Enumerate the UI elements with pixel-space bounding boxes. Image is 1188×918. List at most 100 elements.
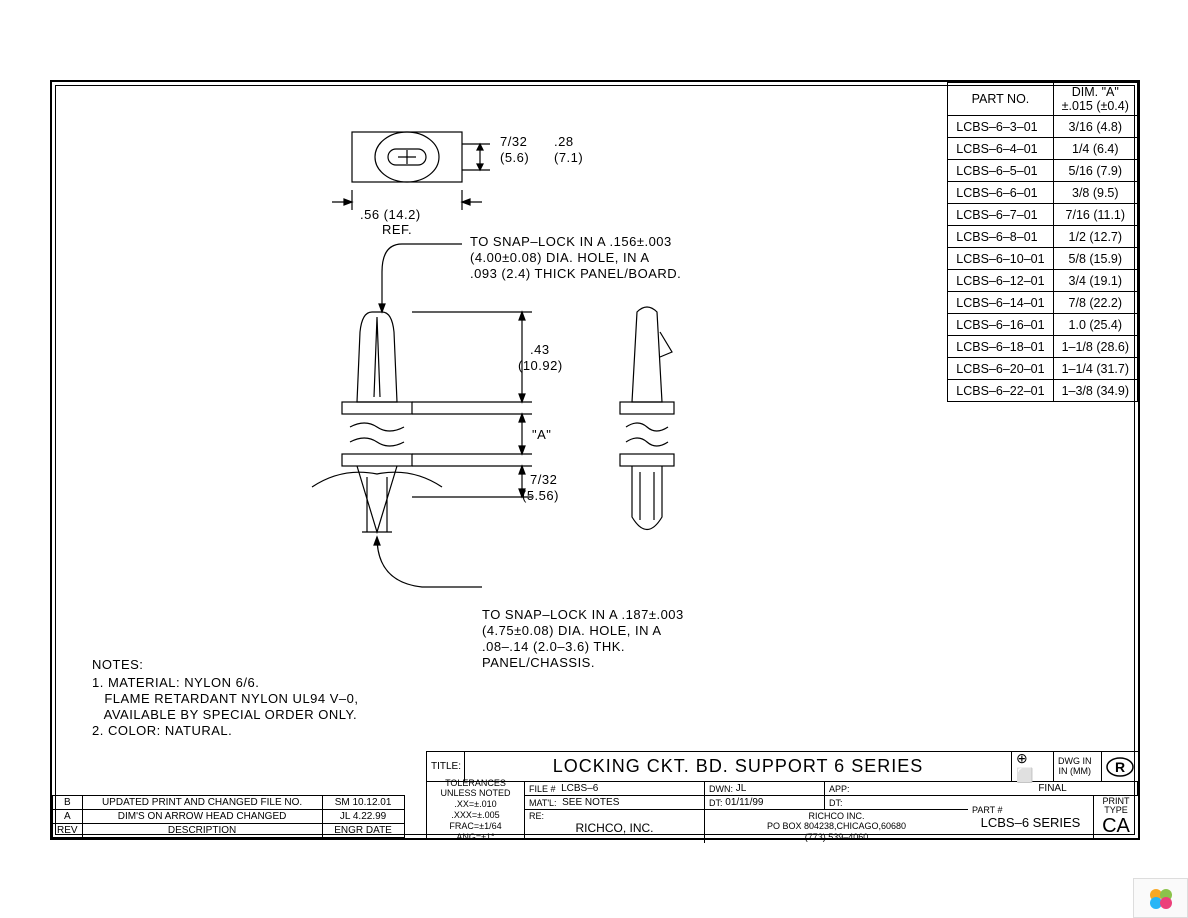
rev-cell: B: [53, 796, 83, 810]
notes-2: 2. COLOR: NATURAL.: [92, 723, 232, 738]
pt-dima: 1/4 (6.4): [1053, 138, 1137, 160]
rev-cell: SM 10.12.01: [322, 796, 404, 810]
table-row: LCBS–6–22–011–3/8 (34.9): [948, 380, 1138, 402]
matl-val: SEE NOTES: [562, 797, 619, 808]
pt-partno: LCBS–6–4–01: [948, 138, 1053, 160]
pt-partno: LCBS–6–14–01: [948, 292, 1053, 314]
table-row: LCBS–6–12–013/4 (19.1): [948, 270, 1138, 292]
pt-partno: LCBS–6–22–01: [948, 380, 1053, 402]
dim-556: (5.56): [522, 488, 559, 503]
table-row: LCBS–6–3–013/16 (4.8): [948, 116, 1138, 138]
pt-dima: 1–1/4 (31.7): [1053, 358, 1137, 380]
rev-cell: A: [53, 810, 83, 824]
pt-dima: 1.0 (25.4): [1053, 314, 1137, 336]
table-row: LCBS–6–16–011.0 (25.4): [948, 314, 1138, 336]
tb-tolerances: TOLERANCES UNLESS NOTED .XX=±.010 .XXX=±…: [427, 782, 525, 838]
tb-units: DWG IN IN (MM): [1054, 752, 1102, 781]
title-block: TITLE: LOCKING CKT. BD. SUPPORT 6 SERIES…: [426, 751, 1138, 838]
table-row: LCBS–6–14–017/8 (22.2): [948, 292, 1138, 314]
tol-l4: ANG=±1°: [456, 832, 494, 843]
pt-partno: LCBS–6–18–01: [948, 336, 1053, 358]
dim-1092: (10.92): [518, 358, 563, 373]
table-row: BUPDATED PRINT AND CHANGED FILE NO.SM 10…: [53, 796, 405, 810]
part-val: LCBS–6 SERIES: [981, 815, 1081, 830]
note-bot-l3: .08–.14 (2.0–3.6) THK.: [482, 639, 625, 654]
notes-1b: FLAME RETARDANT NYLON UL94 V–0,: [92, 691, 358, 706]
pt-partno: LCBS–6–7–01: [948, 204, 1053, 226]
pt-dima: 3/4 (19.1): [1053, 270, 1137, 292]
dt2-label: DT:: [829, 798, 843, 808]
dim-43: .43: [530, 342, 550, 357]
tol-head: TOLERANCES UNLESS NOTED: [440, 778, 510, 800]
rev-cell: JL 4.22.99: [322, 810, 404, 824]
pt-partno: LCBS–6–3–01: [948, 116, 1053, 138]
projection-icon: ⊕ ⬜: [1012, 752, 1054, 781]
table-row: LCBS–6–4–011/4 (6.4): [948, 138, 1138, 160]
table-row: LCBS–6–8–011/2 (12.7): [948, 226, 1138, 248]
tol-l2: .XXX=±.005: [451, 810, 499, 821]
svg-text:R: R: [1115, 759, 1125, 775]
pt-partno: LCBS–6–10–01: [948, 248, 1053, 270]
pt-dima: 1–1/8 (28.6): [1053, 336, 1137, 358]
rev-h-rev: REV: [53, 824, 83, 838]
elevation-drawing: [302, 302, 722, 622]
dt-val: 01/11/99: [725, 797, 763, 808]
dim-5-6: (5.6): [500, 150, 529, 165]
re-label: RE:: [529, 811, 544, 821]
note-bot-l4: PANEL/CHASSIS.: [482, 655, 595, 670]
notes-head: NOTES:: [92, 657, 143, 672]
notes-1a: 1. MATERIAL: NYLON 6/6.: [92, 675, 259, 690]
file-label: FILE #: [529, 784, 556, 794]
note-bot-l2: (4.75±0.08) DIA. HOLE, IN A: [482, 623, 662, 638]
pt-partno: LCBS–6–20–01: [948, 358, 1053, 380]
rev-cell: UPDATED PRINT AND CHANGED FILE NO.: [82, 796, 322, 810]
note-top-l2: (4.00±0.08) DIA. HOLE, IN A: [470, 250, 650, 265]
pt-partno: LCBS–6–12–01: [948, 270, 1053, 292]
dwn-val: JL: [736, 783, 747, 794]
table-row: ADIM'S ON ARROW HEAD CHANGEDJL 4.22.99: [53, 810, 405, 824]
tol-l1: .XX=±.010: [454, 799, 496, 810]
dim-a: "A": [532, 427, 551, 442]
matl-label: MAT'L:: [529, 798, 557, 808]
rev-table: BUPDATED PRINT AND CHANGED FILE NO.SM 10…: [52, 795, 405, 838]
pt-partno: LCBS–6–6–01: [948, 182, 1053, 204]
pt-h-dima: DIM. "A" ±.015 (±0.4): [1053, 83, 1137, 116]
print-val: CA: [1102, 815, 1130, 838]
pt-partno: LCBS–6–5–01: [948, 160, 1053, 182]
drawing-sheet: PART NO. DIM. "A" ±.015 (±0.4) LCBS–6–3–…: [50, 80, 1140, 840]
logo-icon: R: [1102, 752, 1138, 781]
rev-h-desc: DESCRIPTION: [82, 824, 322, 838]
watermark-icon: [1133, 878, 1188, 918]
rev-h-engr: ENGR DATE: [322, 824, 404, 838]
pt-dima: 1–3/8 (34.9): [1053, 380, 1137, 402]
table-row: LCBS–6–20–011–1/4 (31.7): [948, 358, 1138, 380]
dim-7-32b: 7/32: [530, 472, 557, 487]
table-row: LCBS–6–5–015/16 (7.9): [948, 160, 1138, 182]
note-bot-l1: TO SNAP–LOCK IN A .187±.003: [482, 607, 684, 622]
table-row: LCBS–6–10–015/8 (15.9): [948, 248, 1138, 270]
pt-dima: 3/8 (9.5): [1053, 182, 1137, 204]
pt-partno: LCBS–6–8–01: [948, 226, 1053, 248]
note-top-l3: .093 (2.4) THICK PANEL/BOARD.: [470, 266, 681, 281]
dim-7-1: (7.1): [554, 150, 583, 165]
rev-cell: DIM'S ON ARROW HEAD CHANGED: [82, 810, 322, 824]
note-top-l1: TO SNAP–LOCK IN A .156±.003: [470, 234, 672, 249]
addr3: (773) 539–4060: [805, 832, 869, 842]
part-table: PART NO. DIM. "A" ±.015 (±0.4) LCBS–6–3–…: [947, 82, 1138, 402]
pt-dima: 7/16 (11.1): [1053, 204, 1137, 226]
top-view-drawing: [312, 102, 512, 212]
dwn-label: DWN:: [709, 784, 733, 794]
company: RICHCO, INC.: [576, 821, 654, 835]
pt-h-partno: PART NO.: [948, 83, 1053, 116]
part-label: PART #: [972, 805, 1003, 815]
notes-1c: AVAILABLE BY SPECIAL ORDER ONLY.: [92, 707, 357, 722]
pt-dima: 7/8 (22.2): [1053, 292, 1137, 314]
dim-56: .56 (14.2): [360, 207, 421, 222]
table-row: LCBS–6–7–017/16 (11.1): [948, 204, 1138, 226]
dim-7-32: 7/32: [500, 134, 527, 149]
file-val: LCBS–6: [561, 783, 598, 794]
tb-title: LOCKING CKT. BD. SUPPORT 6 SERIES: [465, 752, 1012, 781]
addr2: PO BOX 804238,CHICAGO,60680: [767, 821, 906, 831]
dt-label: DT:: [709, 798, 723, 808]
print-label: PRINT TYPE: [1103, 797, 1130, 815]
